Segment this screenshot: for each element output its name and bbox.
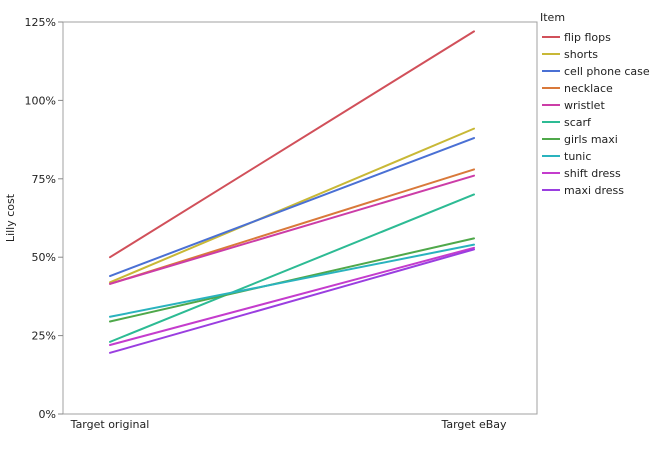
- x-tick-label: Target eBay: [440, 418, 507, 431]
- series-line-necklace: [109, 168, 475, 285]
- legend-item-tunic: tunic: [542, 150, 591, 163]
- legend-label: shift dress: [564, 167, 621, 180]
- legend-item-scarf: scarf: [542, 116, 592, 129]
- x-tick-label: Target original: [70, 418, 150, 431]
- legend-item-wristlet: wristlet: [542, 99, 605, 112]
- y-tick-label: 25%: [32, 330, 56, 343]
- legend-label: necklace: [564, 82, 613, 95]
- series-lines: [109, 30, 475, 354]
- legend-item-girls-maxi: girls maxi: [542, 133, 618, 146]
- y-tick-label: 100%: [25, 94, 56, 107]
- y-axis-title: Lilly cost: [4, 193, 17, 242]
- legend-item-flip-flops: flip flops: [542, 31, 611, 44]
- legend-item-shift-dress: shift dress: [542, 167, 621, 180]
- legend-item-maxi-dress: maxi dress: [542, 184, 624, 197]
- legend-title: Item: [540, 11, 565, 24]
- y-tick-label: 0%: [39, 408, 56, 421]
- legend: Item flip flops shorts cell phone case neck…: [540, 11, 650, 197]
- y-tick-label: 50%: [32, 251, 56, 264]
- legend-label: tunic: [564, 150, 591, 163]
- series-line-shift-dress: [109, 246, 475, 347]
- series-line-tunic: [109, 243, 475, 318]
- series-line-shorts: [109, 127, 475, 284]
- series-line-scarf: [109, 193, 475, 343]
- y-tick-label: 125%: [25, 16, 56, 29]
- series-line-cell-phone-case: [109, 137, 475, 278]
- legend-label: cell phone case: [564, 65, 650, 78]
- series-line-flip-flops: [109, 30, 475, 259]
- legend-item-cell-phone-case: cell phone case: [542, 65, 650, 78]
- legend-label: flip flops: [564, 31, 611, 44]
- legend-label: girls maxi: [564, 133, 618, 146]
- legend-item-necklace: necklace: [542, 82, 613, 95]
- legend-label: maxi dress: [564, 184, 624, 197]
- series-line-wristlet: [109, 174, 475, 285]
- y-tick-label: 75%: [32, 173, 56, 186]
- legend-item-shorts: shorts: [542, 48, 598, 61]
- plot-area-frame: [62, 21, 538, 415]
- legend-label: shorts: [564, 48, 598, 61]
- y-axis: 0% 25% 50% 75% 100% 125%: [25, 16, 63, 421]
- legend-label: scarf: [564, 116, 592, 129]
- x-axis: Target original Target eBay: [70, 418, 507, 431]
- series-line-maxi-dress: [109, 248, 475, 354]
- legend-label: wristlet: [564, 99, 605, 112]
